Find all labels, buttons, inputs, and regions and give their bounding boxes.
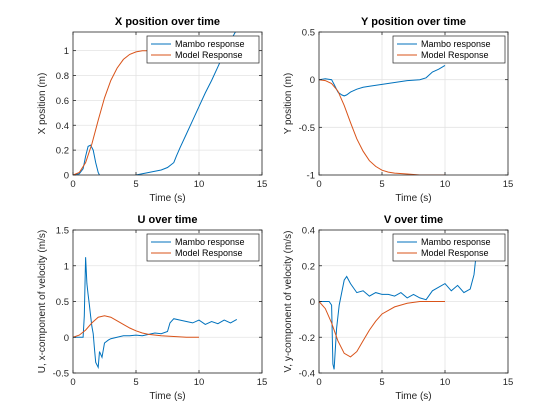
axes-frame (72, 31, 263, 176)
x-tick-label: 0 (316, 179, 321, 190)
legend-entry: Mambo response (421, 39, 491, 49)
y-tick-label: 0.4 (56, 121, 69, 132)
y-axis-label: V, y-component of velocity (m/s) (283, 231, 294, 373)
series-line-model (73, 315, 199, 338)
legend-entry: Mambo response (175, 237, 245, 247)
y-tick-label: -0.5 (53, 369, 69, 380)
chart-title: Y position over time (361, 16, 466, 28)
x-tick-label: 10 (194, 179, 205, 190)
x-tick-label: 10 (440, 179, 451, 190)
series-line-model (319, 301, 445, 358)
y-tick-label: 0.5 (302, 28, 315, 39)
y-tick-label: 0.8 (56, 71, 69, 82)
x-tick-label: 0 (70, 377, 75, 388)
y-tick-label: -1 (307, 171, 315, 182)
legend-entry: Mambo response (421, 237, 491, 247)
y-tick-label: 0 (310, 297, 315, 308)
chart-title: V over time (384, 214, 443, 226)
axes-frame (318, 31, 509, 176)
y-tick-label: 0 (310, 75, 315, 86)
y-tick-label: 1 (64, 46, 69, 57)
chart-title: U over time (138, 214, 198, 226)
x-axis-label: Time (s) (395, 193, 431, 204)
y-tick-label: 0 (64, 333, 69, 344)
y-tick-label: 0.5 (56, 297, 69, 308)
y-tick-label: 0.2 (56, 146, 69, 157)
legend-box (146, 35, 260, 64)
x-tick-label: 10 (194, 377, 205, 388)
legend-entry: Model Response (421, 50, 489, 60)
y-tick-label: -0.2 (299, 333, 315, 344)
legend-entry: Model Response (175, 248, 243, 258)
chart-title: X position over time (115, 16, 220, 28)
legend-entry: Mambo response (175, 39, 245, 49)
x-tick-label: 15 (503, 179, 514, 190)
legend-box (146, 233, 260, 262)
y-tick-label: 0.4 (302, 226, 315, 237)
series-line-model (319, 79, 445, 175)
x-tick-label: 15 (503, 377, 514, 388)
x-tick-label: 5 (133, 377, 138, 388)
legend-box (392, 35, 506, 64)
y-tick-label: 1 (64, 261, 69, 272)
y-tick-label: 0.6 (56, 96, 69, 107)
y-tick-label: 0 (64, 171, 69, 182)
y-tick-label: -0.4 (299, 369, 315, 380)
legend-entry: Model Response (421, 248, 489, 258)
x-tick-label: 15 (257, 179, 268, 190)
legend-box (392, 233, 506, 262)
series-line-mambo (73, 32, 236, 175)
x-tick-label: 10 (440, 377, 451, 388)
x-tick-label: 0 (70, 179, 75, 190)
x-axis-label: Time (s) (149, 193, 185, 204)
series-line-mambo (319, 251, 477, 370)
x-axis-label: Time (s) (149, 391, 185, 402)
y-axis-label: U, x-component of velocity (m/s) (37, 230, 48, 373)
subplot-4: 0 5 10 15 -0.4 -0.2 0 0.2 0.4 V over time Time (s)… (283, 214, 513, 402)
x-tick-label: 5 (379, 179, 384, 190)
x-tick-label: 5 (133, 179, 138, 190)
legend-entry: Model Response (175, 50, 243, 60)
subplot-2: 0 5 10 15 -1 -0.5 0 0.5 Y position over time Time… (283, 16, 513, 204)
y-tick-label: 0.2 (302, 261, 315, 272)
y-tick-label: 1.5 (56, 226, 69, 237)
series-line-mambo (73, 257, 238, 370)
y-axis-label: X position (m) (37, 73, 48, 135)
subplot-1: 0 5 10 15 0 0.2 0.4 0.6 0.8 1 X position over time… (37, 16, 267, 204)
x-axis-label: Time (s) (395, 391, 431, 402)
x-tick-label: 5 (379, 377, 384, 388)
y-tick-label: -0.5 (299, 123, 315, 134)
x-tick-label: 15 (257, 377, 268, 388)
y-axis-label: Y position (m) (283, 73, 294, 135)
series-line-mambo (319, 64, 446, 97)
x-tick-label: 0 (316, 377, 321, 388)
